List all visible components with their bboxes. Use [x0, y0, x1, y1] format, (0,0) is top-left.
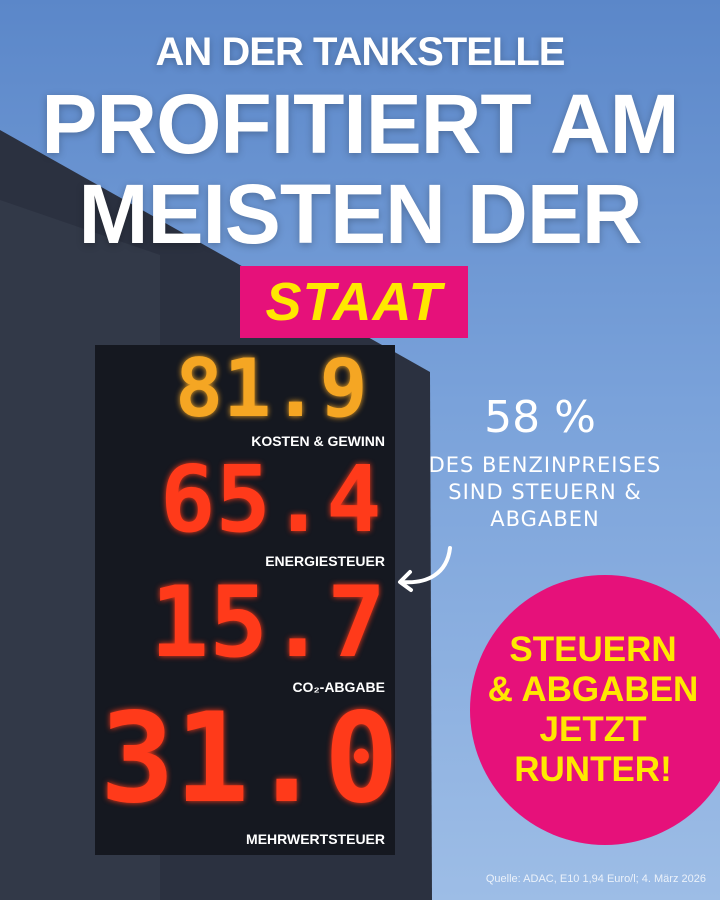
highlight-text: STAAT	[265, 272, 443, 332]
headline-line-3: MEISTEN DER	[78, 167, 642, 261]
price-label: ENERGIESTEUER	[265, 553, 385, 569]
curved-arrow-left-icon	[398, 546, 452, 592]
sign-display-panel	[95, 345, 395, 855]
annotation-line-2: SIND STEUERN &	[448, 480, 642, 504]
price-digits: 31.0	[100, 687, 399, 831]
headline-line-1: AN DER TANKSTELLE	[155, 30, 566, 74]
annotation-line-3: ABGABEN	[490, 507, 600, 531]
highlight-box: STAAT	[240, 266, 468, 338]
callout-circle: STEUERN & ABGABEN JETZT RUNTER!	[470, 575, 720, 845]
price-label: MEHRWERTSTEUER	[246, 831, 385, 847]
callout-line-2: & ABGABEN	[487, 670, 699, 709]
price-label: KOSTEN & GEWINN	[251, 433, 385, 449]
price-digits: 65.4	[160, 446, 382, 553]
callout-line-4: RUNTER!	[514, 750, 672, 789]
source-note: Quelle: ADAC, E10 1,94 Euro/l; 4. März 2…	[485, 873, 706, 885]
headline-line-2: PROFITIERT AM	[41, 77, 679, 171]
percent-annotation: 58 %	[484, 392, 596, 443]
price-digits: 81.9	[175, 342, 368, 435]
callout-line-1: STEUERN	[509, 630, 677, 669]
price-label: CO₂-ABGABE	[292, 679, 385, 695]
annotation-text: DES BENZINPREISES SIND STEUERN & ABGABEN	[400, 452, 690, 533]
callout-line-3: JETZT	[539, 710, 647, 749]
price-digits: 15.7	[150, 566, 387, 680]
annotation-line-1: DES BENZINPREISES	[428, 453, 662, 477]
